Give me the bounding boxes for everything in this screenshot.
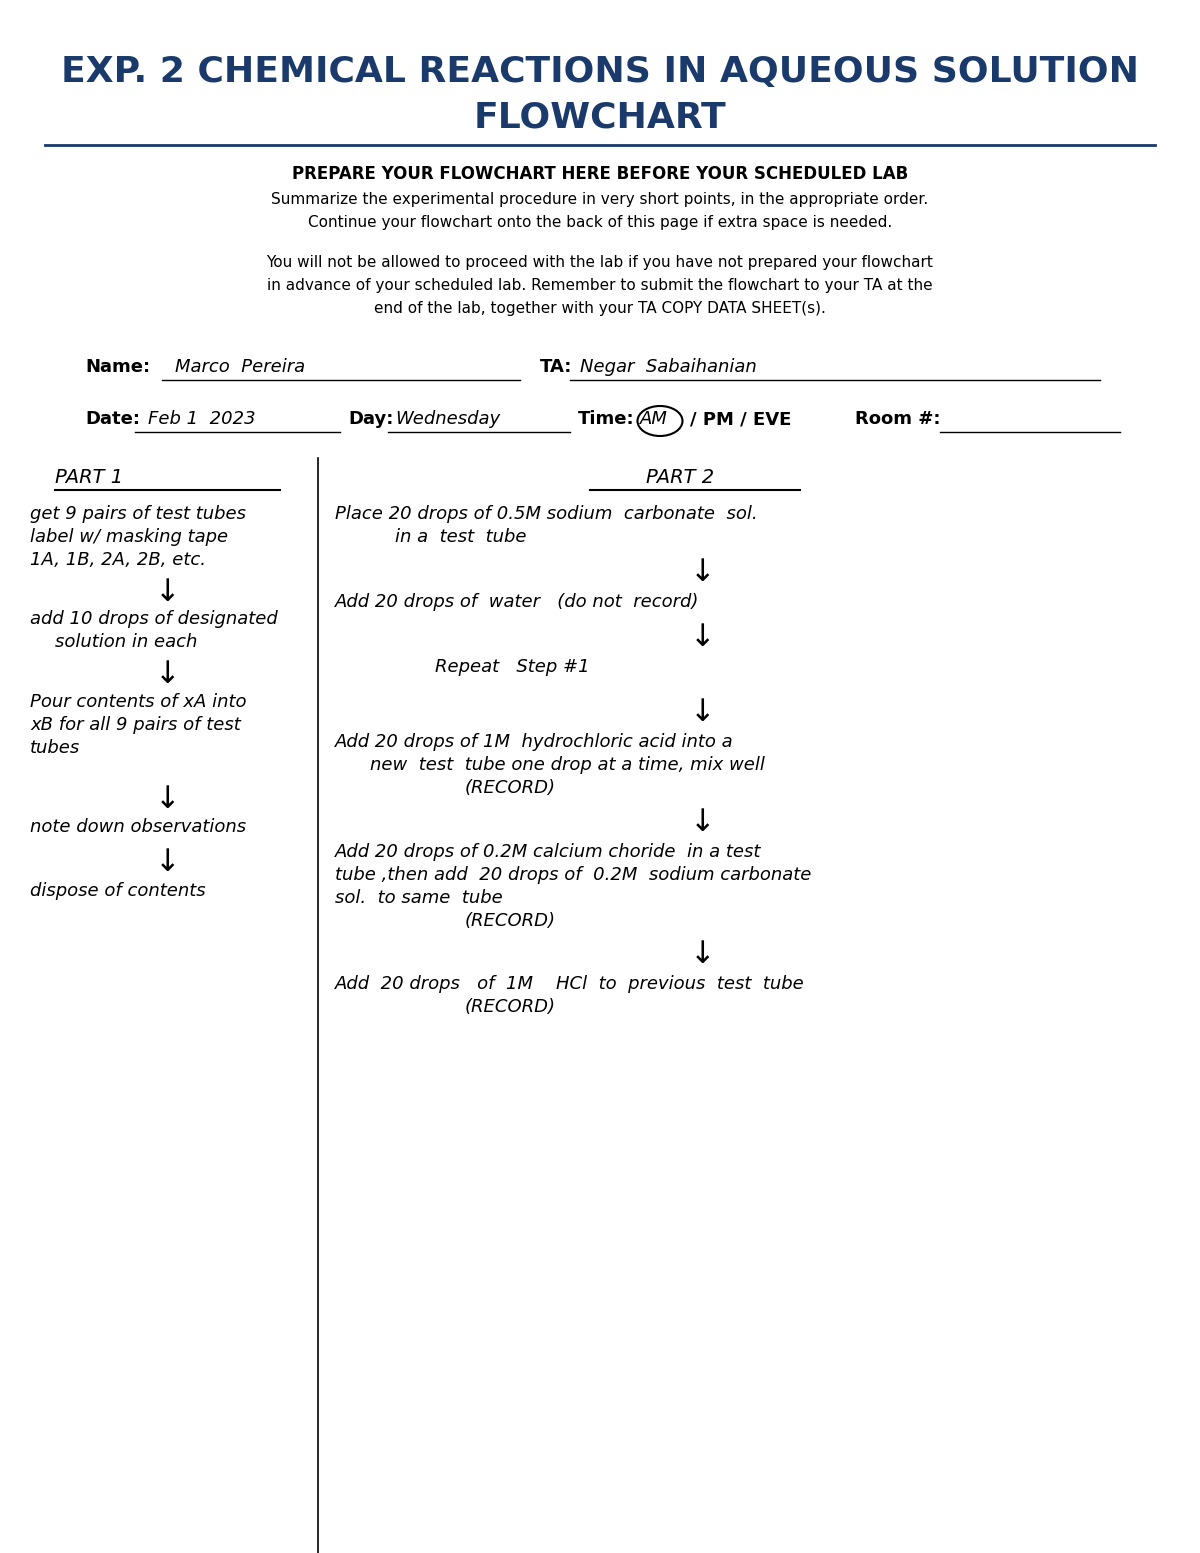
Text: PART 1: PART 1 bbox=[55, 467, 124, 488]
Text: Time:: Time: bbox=[578, 410, 635, 429]
Text: Add 20 drops of 0.2M calcium choride  in a test: Add 20 drops of 0.2M calcium choride in … bbox=[335, 843, 761, 860]
Text: label w/ masking tape: label w/ masking tape bbox=[30, 528, 228, 547]
Text: Wednesday: Wednesday bbox=[395, 410, 500, 429]
Text: solution in each: solution in each bbox=[55, 634, 197, 651]
Text: note down observations: note down observations bbox=[30, 818, 246, 836]
Text: Add 20 drops of  water   (do not  record): Add 20 drops of water (do not record) bbox=[335, 593, 700, 610]
Text: Continue your flowchart onto the back of this page if extra space is needed.: Continue your flowchart onto the back of… bbox=[308, 214, 892, 230]
Text: PREPARE YOUR FLOWCHART HERE BEFORE YOUR SCHEDULED LAB: PREPARE YOUR FLOWCHART HERE BEFORE YOUR … bbox=[292, 165, 908, 183]
Text: ↓: ↓ bbox=[690, 697, 715, 727]
Text: Room #:: Room #: bbox=[854, 410, 941, 429]
Text: (RECORD): (RECORD) bbox=[466, 999, 556, 1016]
Text: ↓: ↓ bbox=[690, 808, 715, 837]
Text: Day:: Day: bbox=[348, 410, 394, 429]
Text: ↓: ↓ bbox=[155, 848, 180, 877]
Text: Feb 1  2023: Feb 1 2023 bbox=[148, 410, 256, 429]
Text: get 9 pairs of test tubes: get 9 pairs of test tubes bbox=[30, 505, 246, 523]
Text: sol.  to same  tube: sol. to same tube bbox=[335, 888, 503, 907]
Text: Pour contents of xA into: Pour contents of xA into bbox=[30, 693, 246, 711]
Text: FLOWCHART: FLOWCHART bbox=[474, 99, 726, 134]
Text: (RECORD): (RECORD) bbox=[466, 780, 556, 797]
Text: Date:: Date: bbox=[85, 410, 140, 429]
Text: PART 2: PART 2 bbox=[646, 467, 714, 488]
Text: new  test  tube one drop at a time, mix well: new test tube one drop at a time, mix we… bbox=[370, 756, 764, 773]
Text: tube ,then add  20 drops of  0.2M  sodium carbonate: tube ,then add 20 drops of 0.2M sodium c… bbox=[335, 867, 811, 884]
Text: EXP. 2 CHEMICAL REACTIONS IN AQUEOUS SOLUTION: EXP. 2 CHEMICAL REACTIONS IN AQUEOUS SOL… bbox=[61, 54, 1139, 89]
Text: Add  20 drops   of  1M    HCl  to  previous  test  tube: Add 20 drops of 1M HCl to previous test … bbox=[335, 975, 805, 992]
Text: Place 20 drops of 0.5M sodium  carbonate  sol.: Place 20 drops of 0.5M sodium carbonate … bbox=[335, 505, 757, 523]
Text: 1A, 1B, 2A, 2B, etc.: 1A, 1B, 2A, 2B, etc. bbox=[30, 551, 206, 568]
Text: dispose of contents: dispose of contents bbox=[30, 882, 205, 901]
Text: end of the lab, together with your TA COPY DATA SHEET(s).: end of the lab, together with your TA CO… bbox=[374, 301, 826, 315]
Text: ↓: ↓ bbox=[155, 784, 180, 814]
Text: add 10 drops of designated: add 10 drops of designated bbox=[30, 610, 277, 627]
Text: in advance of your scheduled lab. Remember to submit the flowchart to your TA at: in advance of your scheduled lab. Rememb… bbox=[268, 278, 932, 294]
Text: Name:: Name: bbox=[85, 359, 150, 376]
Text: / PM / EVE: / PM / EVE bbox=[690, 410, 791, 429]
Text: Marco  Pereira: Marco Pereira bbox=[175, 359, 305, 376]
Text: ↓: ↓ bbox=[690, 558, 715, 587]
Text: Negar  Sabaihanian: Negar Sabaihanian bbox=[580, 359, 757, 376]
Text: (RECORD): (RECORD) bbox=[466, 912, 556, 930]
Text: ↓: ↓ bbox=[690, 623, 715, 652]
Text: tubes: tubes bbox=[30, 739, 80, 756]
Text: Summarize the experimental procedure in very short points, in the appropriate or: Summarize the experimental procedure in … bbox=[271, 193, 929, 207]
Text: TA:: TA: bbox=[540, 359, 572, 376]
Text: AM: AM bbox=[640, 410, 668, 429]
Text: ↓: ↓ bbox=[155, 660, 180, 690]
Text: You will not be allowed to proceed with the lab if you have not prepared your fl: You will not be allowed to proceed with … bbox=[266, 255, 934, 270]
Text: in a  test  tube: in a test tube bbox=[395, 528, 527, 547]
Text: ↓: ↓ bbox=[690, 940, 715, 969]
Text: ↓: ↓ bbox=[155, 578, 180, 607]
Text: xB for all 9 pairs of test: xB for all 9 pairs of test bbox=[30, 716, 241, 735]
Text: Add 20 drops of 1M  hydrochloric acid into a: Add 20 drops of 1M hydrochloric acid int… bbox=[335, 733, 733, 752]
Text: Repeat   Step #1: Repeat Step #1 bbox=[436, 658, 589, 676]
